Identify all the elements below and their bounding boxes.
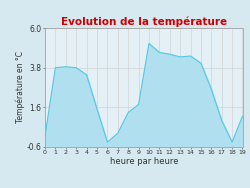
Title: Evolution de la température: Evolution de la température <box>61 17 227 27</box>
X-axis label: heure par heure: heure par heure <box>110 156 178 165</box>
Y-axis label: Température en °C: Température en °C <box>16 52 25 123</box>
